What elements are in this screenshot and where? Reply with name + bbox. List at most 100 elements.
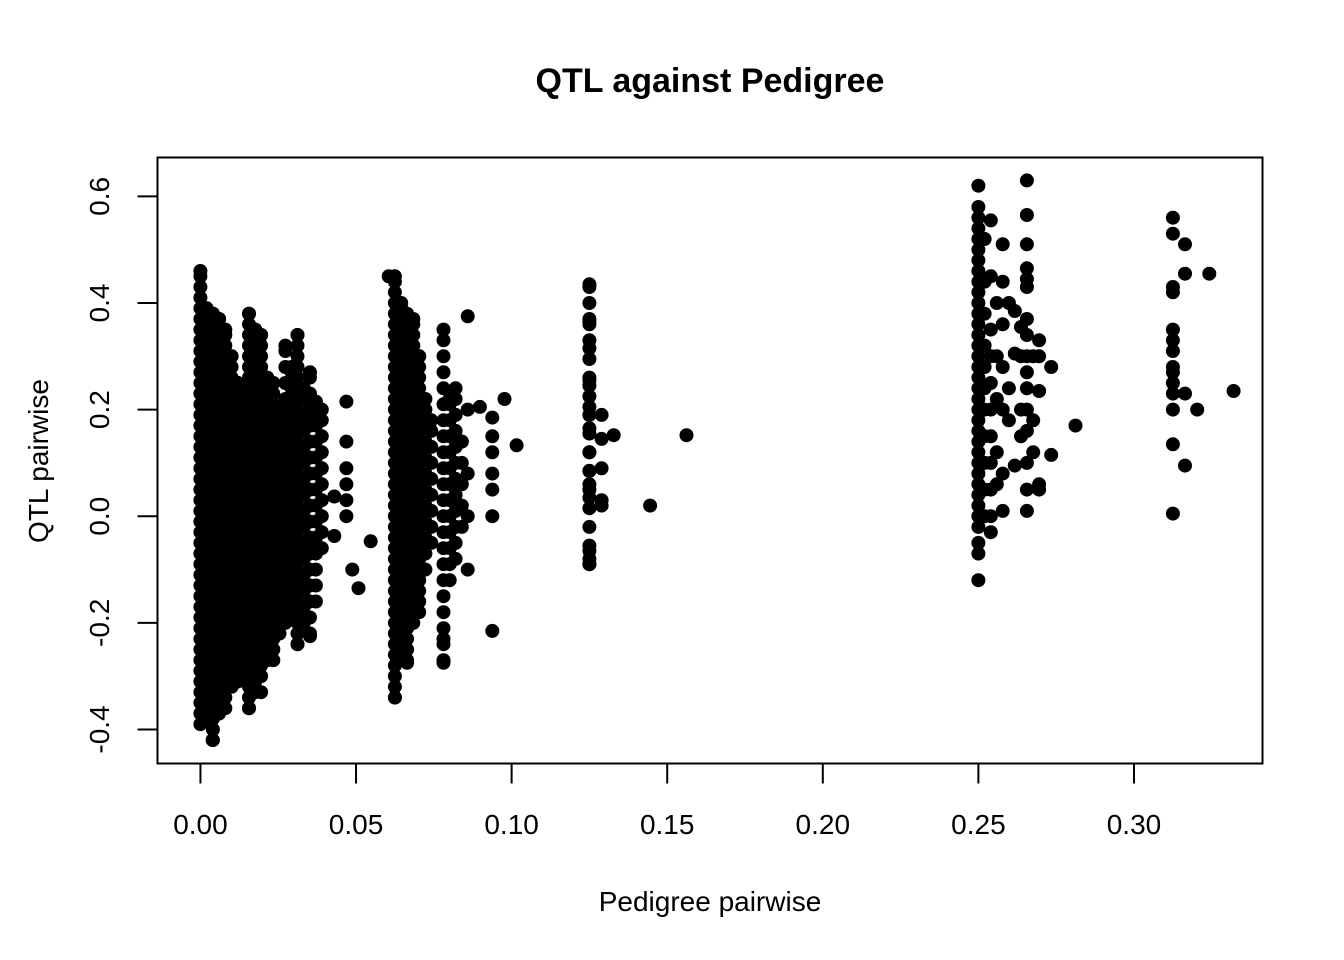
data-point — [230, 535, 245, 550]
data-point — [971, 535, 986, 550]
data-point — [582, 477, 597, 492]
data-point — [989, 349, 1004, 364]
x-tick-label: 0.25 — [951, 809, 1006, 840]
data-point — [971, 317, 986, 332]
data-point — [977, 232, 992, 246]
data-point — [460, 402, 475, 417]
data-point — [314, 477, 329, 492]
data-point — [230, 610, 245, 625]
data-point — [989, 477, 1004, 492]
data-point — [230, 471, 245, 486]
data-point — [205, 722, 220, 737]
data-point — [1026, 413, 1041, 428]
data-point — [230, 407, 245, 422]
data-point — [983, 509, 998, 524]
plot-frame — [156, 156, 1264, 765]
data-point — [230, 674, 245, 689]
data-point — [436, 349, 451, 364]
data-point — [971, 328, 986, 342]
data-point — [193, 264, 208, 278]
data-point — [971, 413, 986, 428]
data-point — [387, 679, 402, 694]
data-point — [971, 200, 986, 214]
data-point — [230, 450, 245, 465]
data-point — [290, 328, 305, 342]
data-point — [394, 296, 409, 310]
data-point — [582, 463, 597, 478]
data-point — [448, 423, 463, 438]
data-point — [1007, 304, 1022, 318]
data-points — [193, 173, 1241, 748]
data-point — [460, 562, 475, 577]
data-point — [1165, 226, 1180, 241]
data-point — [995, 360, 1010, 374]
data-point — [412, 381, 427, 396]
data-point — [485, 410, 500, 425]
data-point — [212, 312, 227, 326]
data-point — [971, 392, 986, 406]
data-point — [1019, 381, 1034, 396]
y-tick-label: 0.4 — [84, 284, 115, 323]
data-point — [230, 621, 245, 636]
x-tick-label: 0.10 — [484, 809, 539, 840]
data-point — [1178, 266, 1192, 281]
data-point — [314, 493, 329, 508]
x-axis: 0.00 0.05 0.10 0.15 0.20 0.25 0.30 — [173, 762, 1162, 840]
data-point — [327, 529, 342, 543]
data-point — [1032, 384, 1047, 398]
data-point — [971, 221, 986, 236]
data-point — [971, 253, 986, 268]
y-axis: -0.4 -0.2 0.0 0.2 0.4 0.6 — [84, 177, 159, 754]
data-point — [230, 653, 245, 668]
data-point — [1165, 333, 1180, 348]
data-point — [339, 509, 354, 524]
data-point — [205, 733, 220, 748]
data-point — [1032, 333, 1047, 348]
x-tick-label: 0.05 — [329, 809, 384, 840]
data-point — [1032, 482, 1047, 497]
data-point — [418, 392, 433, 406]
x-tick-label: 0.30 — [1107, 809, 1162, 840]
data-point — [266, 386, 281, 401]
data-point — [460, 466, 475, 481]
data-point — [995, 466, 1010, 481]
data-point — [230, 557, 245, 572]
data-point — [412, 573, 427, 588]
data-point — [424, 439, 439, 454]
data-point — [1165, 285, 1180, 300]
data-point — [363, 534, 378, 549]
data-point — [314, 541, 329, 556]
data-point — [442, 573, 457, 588]
data-point — [971, 519, 986, 534]
data-point — [1165, 344, 1180, 358]
data-point — [582, 352, 597, 366]
x-axis-label: Pedigree pairwise — [599, 886, 822, 917]
data-point — [436, 621, 451, 636]
data-point — [971, 498, 986, 513]
data-point — [290, 360, 305, 374]
data-point — [454, 434, 469, 449]
data-point — [594, 498, 609, 513]
data-point — [454, 519, 469, 534]
data-point — [314, 429, 329, 444]
data-point — [387, 690, 402, 705]
data-point — [351, 581, 366, 596]
data-point — [485, 623, 500, 638]
data-point — [424, 503, 439, 518]
data-point — [327, 489, 342, 504]
data-point — [594, 461, 609, 476]
data-point — [254, 349, 269, 364]
data-point — [266, 376, 281, 390]
data-point — [1044, 360, 1059, 374]
data-point — [218, 701, 233, 716]
data-point — [995, 274, 1010, 289]
data-point — [193, 280, 208, 294]
data-point — [314, 525, 329, 540]
data-point — [1019, 503, 1034, 518]
data-point — [983, 455, 998, 470]
data-point — [983, 269, 998, 284]
data-point — [448, 551, 463, 566]
data-point — [454, 498, 469, 513]
data-point — [339, 461, 354, 476]
data-point — [290, 370, 305, 385]
